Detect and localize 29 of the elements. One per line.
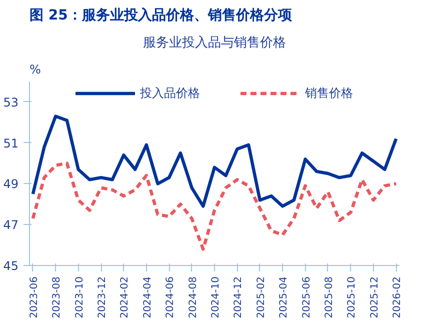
line-series	[31, 162, 398, 251]
x-tick-label: 2026-02	[392, 276, 404, 318]
y-tick-label: 47	[3, 218, 19, 232]
x-tick-label: 2025-06	[301, 276, 312, 318]
x-tick-label: 2025-08	[324, 276, 335, 318]
chart-subtitle: 服务业投入品与销售价格	[143, 36, 286, 50]
x-tick-label: 2025-02	[256, 276, 267, 318]
x-tick-label: 2024-10	[210, 276, 222, 318]
x-tick-label: 2024-04	[142, 276, 154, 318]
x-tick-label: 2023-12	[97, 276, 108, 318]
legend-label: 投入品价格	[140, 84, 200, 102]
x-tick-label: 2024-12	[233, 276, 244, 318]
x-tick-label: 2025-04	[278, 276, 290, 318]
y-tick-label: 51	[3, 136, 19, 150]
x-tick-label: 2023-08	[52, 276, 63, 318]
x-tick-label: 2023-06	[28, 276, 40, 318]
x-tick-label: 2025-12	[369, 276, 380, 318]
x-tick-label: 2024-08	[188, 276, 199, 318]
x-tick-label: 2024-06	[165, 276, 176, 318]
chart-title: 图 25：服务业投入品价格、销售价格分项	[30, 8, 293, 24]
x-tick-label: 2024-02	[120, 276, 131, 318]
x-tick-label: 2025-10	[346, 276, 358, 318]
y-tick-label: 45	[3, 259, 19, 273]
line-series	[31, 114, 398, 208]
x-tick-label: 2023-10	[74, 276, 86, 318]
y-tick-label: 49	[3, 177, 19, 192]
legend-label: 销售价格	[305, 84, 353, 102]
y-axis-title: %	[30, 62, 41, 76]
y-tick-label: 53	[3, 95, 19, 110]
